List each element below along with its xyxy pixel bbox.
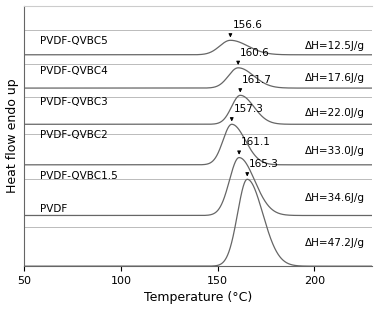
Text: 161.7: 161.7 [242, 75, 272, 85]
Text: PVDF-QVBC3: PVDF-QVBC3 [40, 97, 107, 107]
Text: ΔH=47.2J/g: ΔH=47.2J/g [305, 238, 365, 248]
Text: 157.3: 157.3 [234, 104, 263, 114]
Text: ΔH=33.0J/g: ΔH=33.0J/g [305, 146, 365, 156]
Text: ΔH=34.6J/g: ΔH=34.6J/g [305, 193, 365, 203]
Y-axis label: Heat flow endo up: Heat flow endo up [6, 78, 19, 193]
Text: 156.6: 156.6 [232, 20, 262, 30]
Text: ΔH=22.0J/g: ΔH=22.0J/g [305, 108, 365, 118]
Text: ΔH=17.6J/g: ΔH=17.6J/g [305, 73, 365, 83]
X-axis label: Temperature (°C): Temperature (°C) [144, 291, 253, 304]
Text: ΔH=12.5J/g: ΔH=12.5J/g [305, 41, 365, 51]
Text: PVDF-QVBC2: PVDF-QVBC2 [40, 130, 107, 140]
Text: 165.3: 165.3 [249, 159, 279, 169]
Text: PVDF-QVBC1.5: PVDF-QVBC1.5 [40, 170, 117, 180]
Text: 160.6: 160.6 [240, 48, 270, 58]
Text: 161.1: 161.1 [241, 137, 271, 148]
Text: PVDF-QVBC5: PVDF-QVBC5 [40, 36, 107, 46]
Text: PVDF-QVBC4: PVDF-QVBC4 [40, 66, 107, 76]
Text: PVDF: PVDF [40, 204, 67, 214]
